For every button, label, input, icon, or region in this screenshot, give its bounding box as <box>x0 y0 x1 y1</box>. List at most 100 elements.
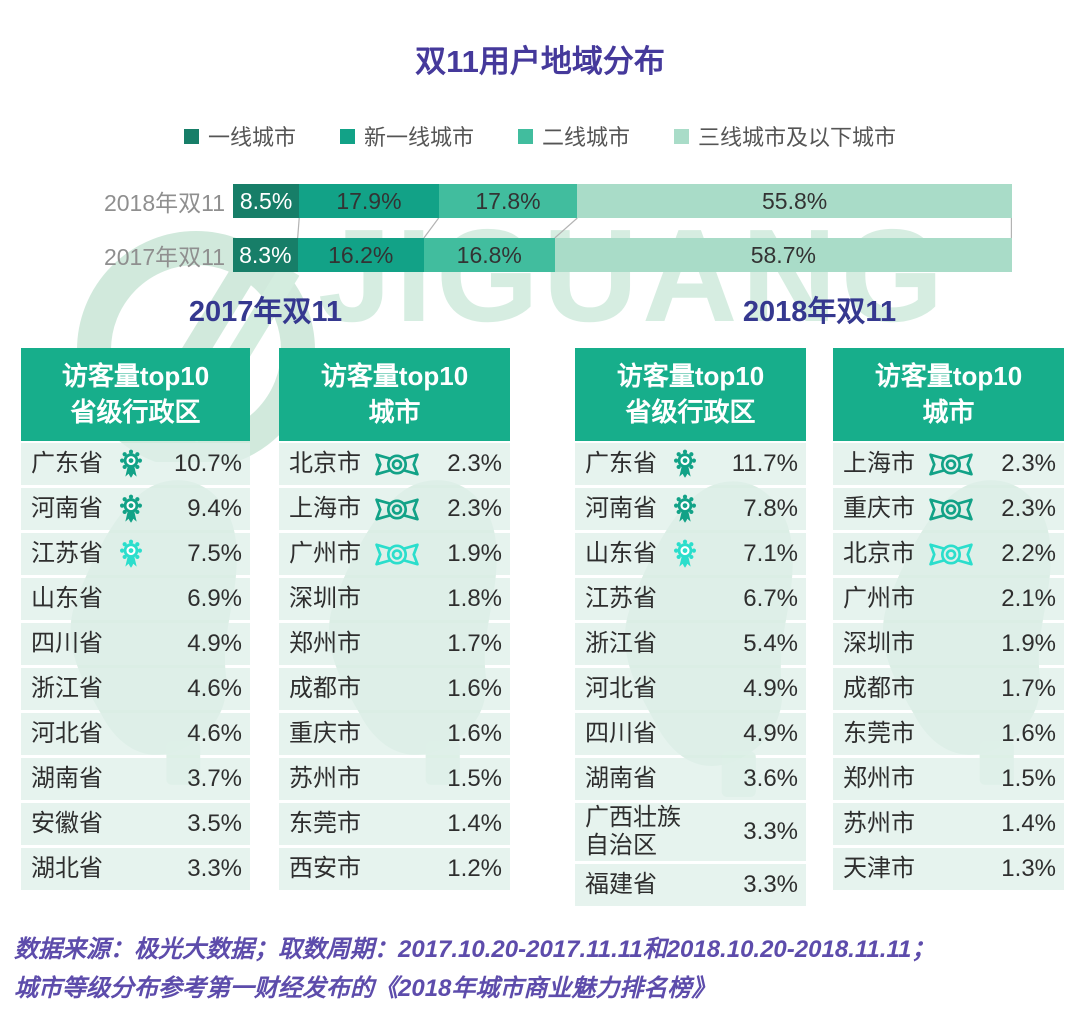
row-region-name: 福建省 <box>585 871 657 899</box>
row-percentage-value: 4.9% <box>743 720 798 747</box>
row-region-name: 深圳市 <box>843 630 915 658</box>
bar-connector-line <box>554 218 578 238</box>
table-body: 上海市 2.3% 重庆市 2.3% 北京市 2.2% 广州市 2.1% 深圳市 1.9% 成都市 1.… <box>833 443 1064 890</box>
section-heading-2017: 2017年双11 <box>188 296 343 328</box>
row-percentage-value: 7.1% <box>743 540 798 567</box>
rank-rosette-medal-icon <box>674 449 696 478</box>
row-region-name: 广州市 <box>843 585 915 613</box>
rank-ribbon-medal-icon <box>929 497 973 521</box>
row-region-name: 山东省 <box>585 540 657 568</box>
row-percentage-value: 4.6% <box>187 720 242 747</box>
rank-rosette-medal-icon <box>120 449 142 478</box>
rank-ribbon-medal-icon <box>375 452 419 476</box>
row-percentage-value: 5.4% <box>743 630 798 657</box>
row-region-name: 河南省 <box>31 495 103 523</box>
table-row: 广东省 10.7% <box>21 443 250 485</box>
medal-icon <box>116 493 146 526</box>
row-region-name: 北京市 <box>843 540 915 568</box>
legend-swatch-icon <box>518 128 533 144</box>
legend-swatch-icon <box>183 128 199 144</box>
row-region-name: 重庆市 <box>289 720 361 748</box>
table-header-line2: 省级行政区 <box>625 396 756 427</box>
row-percentage-value: 1.2% <box>447 855 502 882</box>
row-percentage-value: 2.3% <box>1001 495 1056 522</box>
table-row: 北京市 2.3% <box>279 443 510 485</box>
medal-icon <box>928 541 974 568</box>
row-percentage-value: 2.3% <box>447 495 502 522</box>
table-row: 东莞市 1.6% <box>833 713 1064 755</box>
row-region-name: 成都市 <box>843 675 915 703</box>
table-header-line2: 省级行政区 <box>70 396 201 427</box>
row-region-name: 广东省 <box>585 450 657 478</box>
row-region-name: 山东省 <box>31 585 103 613</box>
table-header: 访客量top10 省级行政区 <box>575 348 806 441</box>
table-row: 福建省 3.3% <box>575 864 806 906</box>
row-percentage-value: 1.9% <box>447 540 502 567</box>
legend-label: 一线城市 <box>207 125 296 150</box>
bar-segment: 17.8% <box>438 184 578 218</box>
row-percentage-value: 7.5% <box>187 540 242 567</box>
table-row: 广州市 2.1% <box>833 578 1064 620</box>
legend-item: 新一线城市 <box>339 120 474 152</box>
medal-icon <box>928 451 974 478</box>
row-percentage-value: 3.5% <box>187 810 242 837</box>
row-region-name: 深圳市 <box>289 585 361 613</box>
ranking-table: 访客量top10 省级行政区 广东省 11.7% 河南省 7.8% 山东省 7.1% 江苏省 6.… <box>575 348 806 909</box>
bar-track: 8.3% 16.2% 16.8% 58.7% <box>233 238 1012 272</box>
row-region-name: 四川省 <box>585 720 657 748</box>
row-region-name: 河北省 <box>585 675 657 703</box>
row-region-name: 苏州市 <box>289 765 361 793</box>
row-percentage-value: 6.9% <box>187 585 242 612</box>
table-row: 深圳市 1.8% <box>279 578 510 620</box>
table-header: 访客量top10 城市 <box>279 348 510 441</box>
row-percentage-value: 7.8% <box>743 495 798 522</box>
row-region-name: 湖南省 <box>31 765 103 793</box>
row-region-name: 天津市 <box>843 855 915 883</box>
row-percentage-value: 11.7% <box>731 450 798 477</box>
row-percentage-value: 2.3% <box>1001 450 1056 477</box>
medal-icon <box>374 451 420 478</box>
row-region-name: 东莞市 <box>843 720 915 748</box>
rank-ribbon-medal-icon <box>375 542 419 566</box>
rank-rosette-medal-icon <box>674 539 696 568</box>
table-row: 天津市 1.3% <box>833 848 1064 890</box>
medal-icon <box>670 448 700 481</box>
table-header-line1: 访客量top10 <box>61 361 210 392</box>
row-percentage-value: 2.3% <box>447 450 502 477</box>
table-row: 河南省 7.8% <box>575 488 806 530</box>
bar-category-label: 2018年双11 <box>103 190 225 216</box>
legend-item: 二线城市 <box>518 120 630 152</box>
jiguang-watermark-text: JIGUANG <box>318 202 948 349</box>
row-region-name: 西安市 <box>289 855 361 883</box>
row-region-name: 安徽省 <box>31 810 103 838</box>
medal-icon <box>928 496 974 523</box>
bar-segment: 8.3% <box>233 238 298 272</box>
table-row: 湖北省 3.3% <box>21 848 250 890</box>
table-header-line1: 访客量top10 <box>874 361 1023 392</box>
row-region-name: 成都市 <box>289 675 361 703</box>
source-note-line2: 城市等级分布参考第一财经发布的《2018年城市商业魅力排名榜》 <box>14 975 716 1002</box>
table-row: 成都市 1.6% <box>279 668 510 710</box>
row-percentage-value: 2.1% <box>1001 585 1056 612</box>
table-row: 西安市 1.2% <box>279 848 510 890</box>
row-percentage-value: 3.3% <box>743 871 798 898</box>
table-row: 山东省 7.1% <box>575 533 806 575</box>
bar-segment: 58.7% <box>554 238 1012 272</box>
bar-segment: 16.8% <box>423 238 555 272</box>
table-row: 湖南省 3.6% <box>575 758 806 800</box>
row-percentage-value: 1.9% <box>1001 630 1056 657</box>
row-region-name: 湖南省 <box>585 765 657 793</box>
bar-segment: 17.9% <box>299 184 439 218</box>
rank-ribbon-medal-icon <box>929 452 973 476</box>
table-row: 郑州市 1.5% <box>833 758 1064 800</box>
row-region-name: 四川省 <box>31 630 103 658</box>
bar-connector-line <box>297 218 300 238</box>
row-percentage-value: 1.5% <box>1001 765 1056 792</box>
table-row: 河北省 4.9% <box>575 668 806 710</box>
table-row: 安徽省 3.5% <box>21 803 250 845</box>
row-percentage-value: 9.4% <box>187 495 242 522</box>
legend-item: 三线城市及以下城市 <box>674 120 896 152</box>
table-row: 广东省 11.7% <box>575 443 806 485</box>
legend-label: 新一线城市 <box>363 125 474 150</box>
